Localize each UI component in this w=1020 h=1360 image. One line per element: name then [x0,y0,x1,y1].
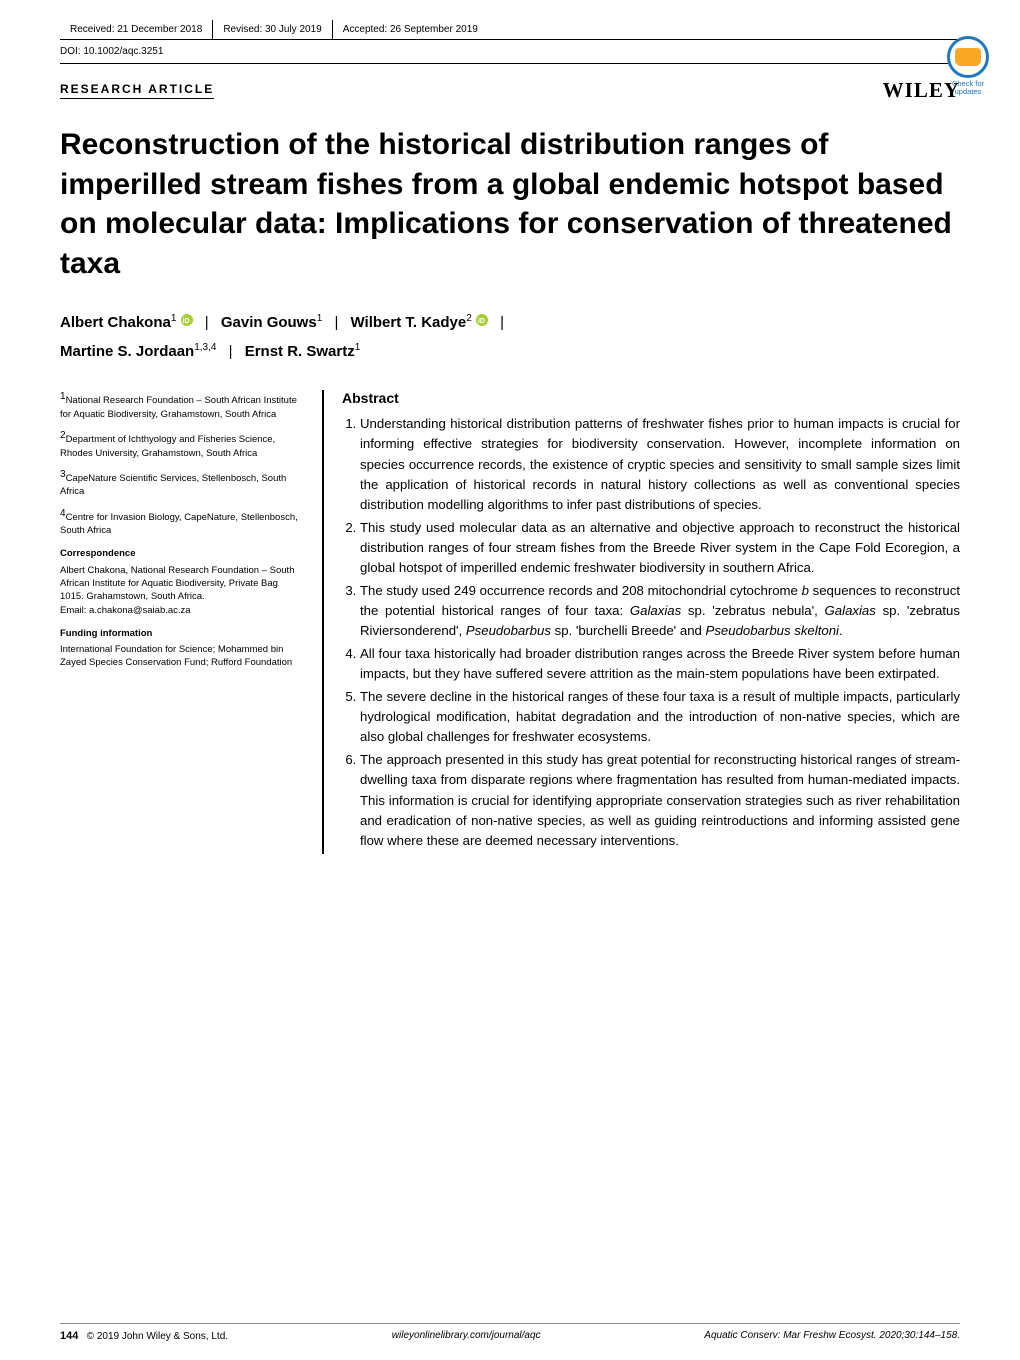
revised-date: Revised: 30 July 2019 [213,20,332,39]
correspondence-heading: Correspondence [60,547,298,560]
check-updates-label: Check forupdates [940,80,996,97]
funding-text: International Foundation for Science; Mo… [60,643,298,670]
doi: DOI: 10.1002/aqc.3251 [60,46,960,64]
affiliation: 1National Research Foundation – South Af… [60,390,298,421]
affiliation: 4Centre for Invasion Biology, CapeNature… [60,507,298,538]
abstract-item: This study used molecular data as an alt… [360,518,960,578]
abstract-item: All four taxa historically had broader d… [360,644,960,684]
abstract-item: The severe decline in the historical ran… [360,687,960,747]
author: Ernst R. Swartz1 [245,343,361,360]
correspondence-text: Albert Chakona, National Research Founda… [60,564,298,604]
page-footer: 144 © 2019 John Wiley & Sons, Ltd. wiley… [60,1323,960,1342]
article-title: Reconstruction of the historical distrib… [60,125,960,283]
author: Martine S. Jordaan1,3,4 [60,343,216,360]
check-updates-badge[interactable]: Check forupdates [940,36,996,97]
affiliation: 3CapeNature Scientific Services, Stellen… [60,468,298,499]
footer-left: 144 © 2019 John Wiley & Sons, Ltd. [60,1330,228,1342]
correspondence-email: Email: a.chakona@saiab.ac.za [60,604,298,617]
orcid-icon[interactable] [181,314,193,326]
check-updates-icon [947,36,989,78]
sidebar-metadata: 1National Research Foundation – South Af… [60,390,298,853]
abstract-item: Understanding historical distribution pa… [360,414,960,514]
funding-heading: Funding information [60,627,298,640]
accepted-date: Accepted: 26 September 2019 [333,20,960,39]
abstract-item: The study used 249 occurrence records an… [360,581,960,641]
article-type-label: RESEARCH ARTICLE [60,82,214,99]
author: Albert Chakona1 [60,314,176,331]
footer-citation: Aquatic Conserv: Mar Freshw Ecosyst. 202… [704,1330,960,1342]
author: Gavin Gouws1 [221,314,322,331]
abstract-item: The approach presented in this study has… [360,750,960,850]
author-list: Albert Chakona1 | Gavin Gouws1 | Wilbert… [60,309,960,366]
abstract-heading: Abstract [342,390,960,406]
abstract-section: Abstract Understanding historical distri… [322,390,960,853]
footer-url: wileyonlinelibrary.com/journal/aqc [392,1330,541,1342]
article-meta-strip: Received: 21 December 2018 Revised: 30 J… [60,20,960,40]
received-date: Received: 21 December 2018 [60,20,213,39]
orcid-icon[interactable] [476,314,488,326]
affiliation: 2Department of Ichthyology and Fisheries… [60,429,298,460]
abstract-list: Understanding historical distribution pa… [342,414,960,850]
author: Wilbert T. Kadye2 [351,314,472,331]
